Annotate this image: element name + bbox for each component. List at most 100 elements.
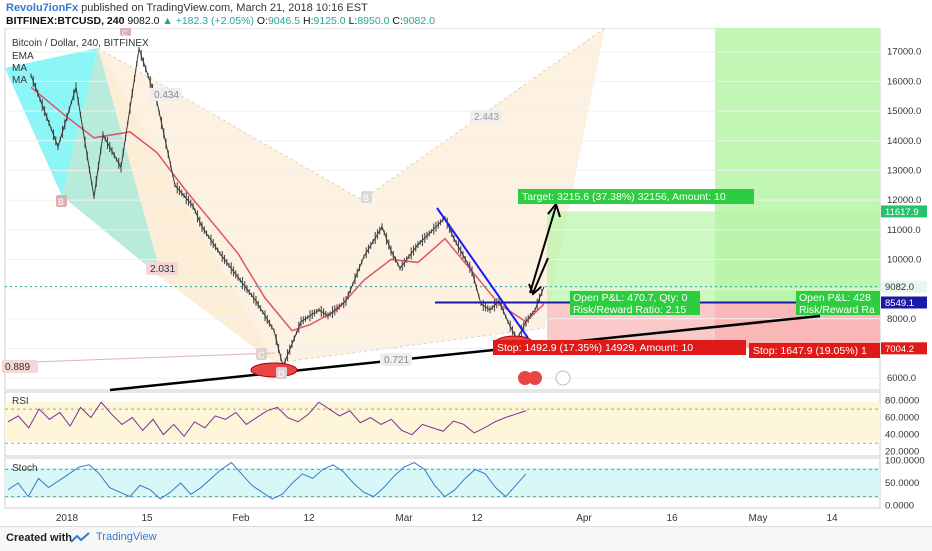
time-tick-label: 12 — [303, 513, 315, 524]
projection-arrow-down — [532, 257, 549, 294]
legend-ema: EMA — [12, 51, 34, 62]
projection-arrow-up — [529, 205, 557, 294]
open-pnl-label-2: Open P&L: 428 — [799, 292, 871, 304]
close-label: C: — [392, 15, 403, 27]
chart-canvas[interactable]: 6000.07000.08000.09000.010000.011000.012… — [0, 28, 932, 526]
price-tag-label: 11617.9 — [885, 207, 919, 218]
stoch-axis: 100.0000 50.0000 0.0000 — [5, 455, 925, 512]
trade-labels: Target: 3215.6 (37.38%) 32156, Amount: 1… — [493, 189, 880, 358]
open-value: 9046.5 — [267, 15, 301, 27]
price-tag-label: 8549.1 — [885, 298, 914, 309]
price-tag — [881, 280, 927, 293]
publish-line: Revolu7ionFx published on TradingView.co… — [6, 2, 368, 14]
tradingview-link[interactable]: TradingView — [96, 531, 157, 543]
price-tag — [881, 205, 927, 218]
high-label: H: — [303, 15, 314, 27]
stoch-tick-label: 100.0000 — [885, 455, 925, 466]
ratio-label-c: 0.721 — [384, 355, 409, 366]
rsi-axis: 80.0000 60.0000 40.0000 20.0000 — [5, 396, 919, 458]
rsi-line — [7, 401, 527, 438]
point-label-b2: B — [363, 193, 369, 203]
price-tick-label: 11000.0 — [887, 225, 921, 236]
rsi-tick-label: 20.0000 — [885, 447, 919, 458]
legend-ma-2: MA — [12, 75, 27, 86]
low-marker-1 — [250, 362, 298, 378]
rsi-tick-label: 40.0000 — [885, 430, 919, 441]
time-tick-label: Feb — [232, 513, 250, 524]
target-label: Target: 3215.6 (37.38%) 32156, Amount: 1… — [522, 191, 726, 203]
stoch-band-fill — [5, 468, 880, 498]
price-axis: 6000.07000.08000.09000.010000.011000.012… — [881, 47, 927, 384]
price-tag — [881, 342, 927, 355]
price-tick-label: 8000.0 — [887, 314, 916, 325]
ema-line — [30, 86, 545, 332]
chart-header: Revolu7ionFx published on TradingView.co… — [0, 0, 932, 28]
arrow-head-down — [528, 283, 542, 296]
low-value: 8950.0 — [357, 15, 390, 27]
price-tick-label: 12000.0 — [887, 195, 921, 206]
publish-info: published on TradingView.com, March 21, … — [78, 2, 368, 14]
price-grid — [5, 51, 880, 379]
tradingview-logo-icon — [70, 532, 90, 543]
price-tick-label: 16000.0 — [887, 76, 921, 87]
quote-line: BITFINEX:BTCUSD, 240 9082.0 ▲ +182.3 (+2… — [6, 15, 435, 27]
legend-title: Bitcoin / Dollar, 240, BITFINEX — [12, 38, 149, 49]
low-label: L: — [348, 15, 358, 27]
ratio-label-b: 2.031 — [150, 264, 175, 275]
open-pnl-label-1: Open P&L: 470.7, Qty: 0 — [573, 292, 688, 304]
pattern-xab-cyan — [5, 48, 98, 196]
event-flags[interactable] — [518, 370, 571, 386]
price-tick-label: 6000.0 — [887, 373, 916, 384]
stop-label-1: Stop: 1492.9 (17.35%) 14929, Amount: 10 — [497, 342, 693, 354]
time-tick-label: Mar — [395, 513, 413, 524]
open-label: O: — [256, 15, 268, 27]
price-tick-label: 10000.0 — [887, 254, 921, 265]
price-tick-label: 13000.0 — [887, 165, 921, 176]
high-value: 9125.0 — [313, 15, 346, 27]
rr-label-2: Risk/Reward Ra — [799, 304, 875, 316]
legend-ma-1: MA — [12, 63, 27, 74]
chart-legend: Bitcoin / Dollar, 240, BITFINEX EMA MA M… — [12, 38, 149, 86]
stop-label-2: Stop: 1647.9 (19.05%) 1 — [753, 345, 867, 357]
price-tick-label: 14000.0 — [887, 136, 921, 147]
support-trendline — [109, 314, 821, 392]
harmonic-labels: 0.889 0.434 2.031 0.721 2.443 B C D B C — [2, 28, 502, 379]
point-label-d1: D — [278, 369, 285, 379]
time-axis: 2018 15 Feb 12 Mar 12 Apr 16 May 14 — [56, 513, 838, 524]
author-link[interactable]: Revolu7ionFx — [6, 2, 79, 14]
ratio-label-a: 0.434 — [154, 90, 179, 101]
point-label-b1: B — [58, 197, 64, 207]
price-line — [30, 48, 545, 368]
stoch-label: Stoch — [12, 463, 38, 474]
time-tick-label: May — [749, 513, 768, 524]
pattern-abc-teal — [62, 48, 162, 278]
created-with-label: Created with — [6, 532, 73, 544]
footer: Created with TradingView — [0, 526, 932, 551]
ratio-label-x: 0.889 — [5, 362, 30, 373]
price-tick-label: 17000.0 — [887, 47, 921, 58]
close-value: 9082.0 — [402, 15, 435, 27]
last-price: 9082.0 — [127, 15, 160, 27]
time-tick-label: 16 — [666, 513, 678, 524]
resistance-trendline — [436, 207, 529, 339]
time-tick-label: 12 — [471, 513, 483, 524]
price-tag-label: 7004.2 — [885, 344, 914, 355]
point-label-c2: C — [122, 29, 128, 38]
pattern-mid-orange — [98, 48, 362, 363]
pattern-right-orange — [275, 28, 605, 363]
stoch-tick-label: 0.0000 — [885, 501, 914, 512]
point-label-c1: C — [258, 350, 265, 360]
rr-label-1: Risk/Reward Ratio: 2.15 — [573, 304, 686, 316]
price-change: ▲ +182.3 (+2.05%) — [162, 15, 254, 27]
price-tag — [881, 296, 927, 309]
time-tick-label: 15 — [141, 513, 153, 524]
price-tick-label: 15000.0 — [887, 106, 921, 117]
rsi-label: RSI — [12, 396, 29, 407]
price-tag-label: 9082.0 — [885, 282, 914, 293]
rsi-tick-label: 60.0000 — [885, 413, 919, 424]
time-tick-label: 14 — [826, 513, 838, 524]
rsi-tick-label: 80.0000 — [885, 396, 919, 407]
stoch-line — [7, 461, 527, 500]
symbol-label: BITFINEX:BTCUSD, 240 — [6, 15, 125, 27]
ratio-label-d: 2.443 — [474, 112, 499, 123]
